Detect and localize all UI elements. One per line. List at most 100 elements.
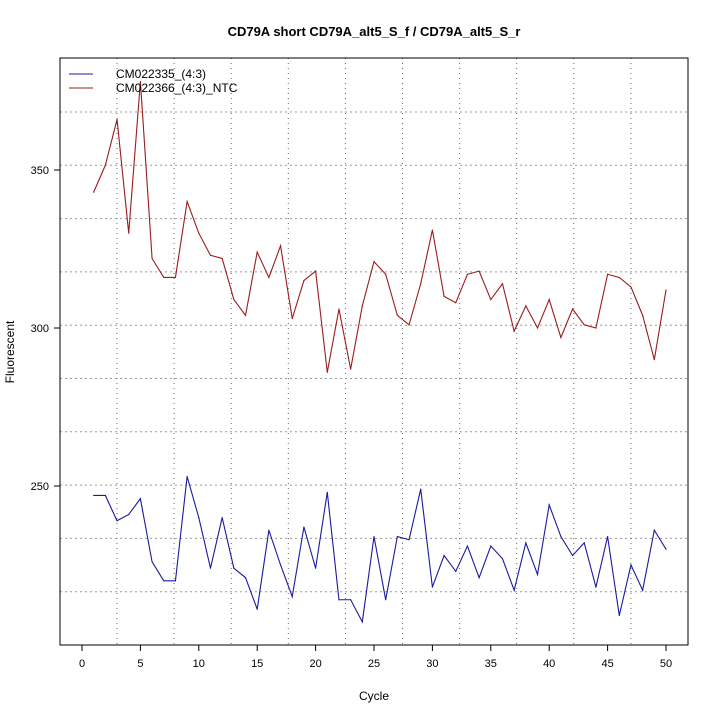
x-tick-label: 15: [251, 658, 263, 670]
data-point: [420, 283, 422, 285]
data-point: [443, 295, 445, 297]
x-tick-label: 10: [193, 658, 205, 670]
x-tick-label: 5: [137, 658, 143, 670]
grid: [60, 58, 688, 645]
data-point: [653, 359, 655, 361]
y-tick-label: 250: [31, 481, 49, 493]
data-point: [303, 280, 305, 282]
data-point: [233, 567, 235, 569]
legend: CM022335_(4:3) CM022366_(4:3)_NTC: [69, 67, 238, 95]
plot-frame: [59, 57, 689, 646]
data-point: [607, 535, 609, 538]
data-point: [326, 371, 328, 373]
data-point: [642, 314, 644, 316]
data-point: [408, 539, 410, 541]
y-axis-label: Fluorescent: [3, 320, 17, 383]
data-point: [338, 308, 340, 310]
data-point: [361, 621, 363, 623]
data-point: [396, 314, 398, 316]
x-tick-label: 35: [485, 658, 497, 670]
data-point: [174, 580, 177, 582]
data-point: [560, 336, 562, 339]
data-point: [291, 596, 293, 598]
data-point: [665, 548, 667, 550]
data-point: [209, 254, 212, 256]
data-point: [279, 564, 282, 566]
data-point: [104, 494, 106, 497]
data-point: [618, 614, 620, 617]
data-point: [653, 529, 655, 531]
data-point: [455, 570, 457, 572]
series-lines: [93, 80, 667, 624]
x-tick-label: 45: [601, 658, 613, 670]
data-point: [431, 229, 433, 231]
data-point: [151, 561, 153, 563]
data-point: [583, 324, 585, 326]
series-line-0: [93, 476, 667, 624]
data-point: [233, 298, 235, 301]
legend-label-0: CM022335_(4:3): [116, 67, 206, 81]
data-point: [350, 599, 352, 601]
data-point: [116, 118, 118, 121]
data-point: [466, 545, 469, 547]
data-point: [350, 368, 352, 370]
data-point: [420, 488, 422, 490]
x-tick-label: 50: [660, 658, 672, 670]
data-point: [186, 475, 188, 478]
series-line-1: [93, 81, 667, 373]
data-point: [315, 270, 317, 272]
data-point: [315, 567, 317, 569]
data-point: [268, 529, 270, 531]
data-point: [642, 589, 644, 591]
x-tick-label: 40: [543, 658, 555, 670]
data-point: [186, 201, 188, 203]
data-point: [478, 577, 480, 579]
data-point: [268, 276, 270, 279]
data-point: [338, 599, 340, 601]
data-point: [560, 535, 562, 538]
data-point: [385, 599, 387, 601]
data-point: [128, 513, 130, 516]
data-point: [256, 251, 258, 253]
y-tick-label: 350: [31, 165, 49, 177]
data-point: [501, 283, 504, 285]
data-point: [209, 567, 212, 569]
data-point: [607, 273, 609, 275]
legend-label-1: CM022366_(4:3)_NTC: [116, 81, 238, 95]
data-point: [373, 261, 375, 263]
data-point: [116, 520, 118, 522]
data-point: [361, 305, 363, 307]
x-tick-label: 25: [368, 658, 380, 670]
data-point: [151, 257, 153, 260]
data-point: [385, 273, 387, 275]
data-point: [373, 535, 375, 538]
data-point: [431, 586, 433, 588]
y-axis: 250 300 350: [31, 165, 61, 493]
data-point: [139, 80, 141, 83]
data-point: [221, 517, 223, 519]
data-point: [291, 317, 293, 320]
data-point: [198, 232, 200, 234]
data-point: [513, 330, 515, 332]
x-axis: 0 5 10 15 20 25 30 35 40 45 50: [79, 644, 672, 670]
data-point: [303, 526, 305, 528]
data-point: [244, 577, 247, 579]
data-point: [396, 535, 398, 538]
data-point: [455, 302, 457, 304]
data-point: [128, 232, 130, 234]
data-point: [443, 554, 445, 557]
data-point: [536, 573, 539, 576]
data-point: [93, 494, 95, 497]
chart-title: CD79A short CD79A_alt5_S_f / CD79A_alt5_…: [228, 24, 521, 39]
data-point: [571, 554, 574, 557]
data-point: [174, 276, 177, 279]
data-point: [513, 589, 515, 591]
data-point: [408, 324, 410, 326]
data-point: [490, 298, 492, 301]
y-tick-label: 300: [31, 323, 49, 335]
data-point: [536, 327, 539, 329]
data-point: [548, 504, 550, 506]
data-point: [548, 298, 550, 301]
data-point: [256, 608, 258, 610]
